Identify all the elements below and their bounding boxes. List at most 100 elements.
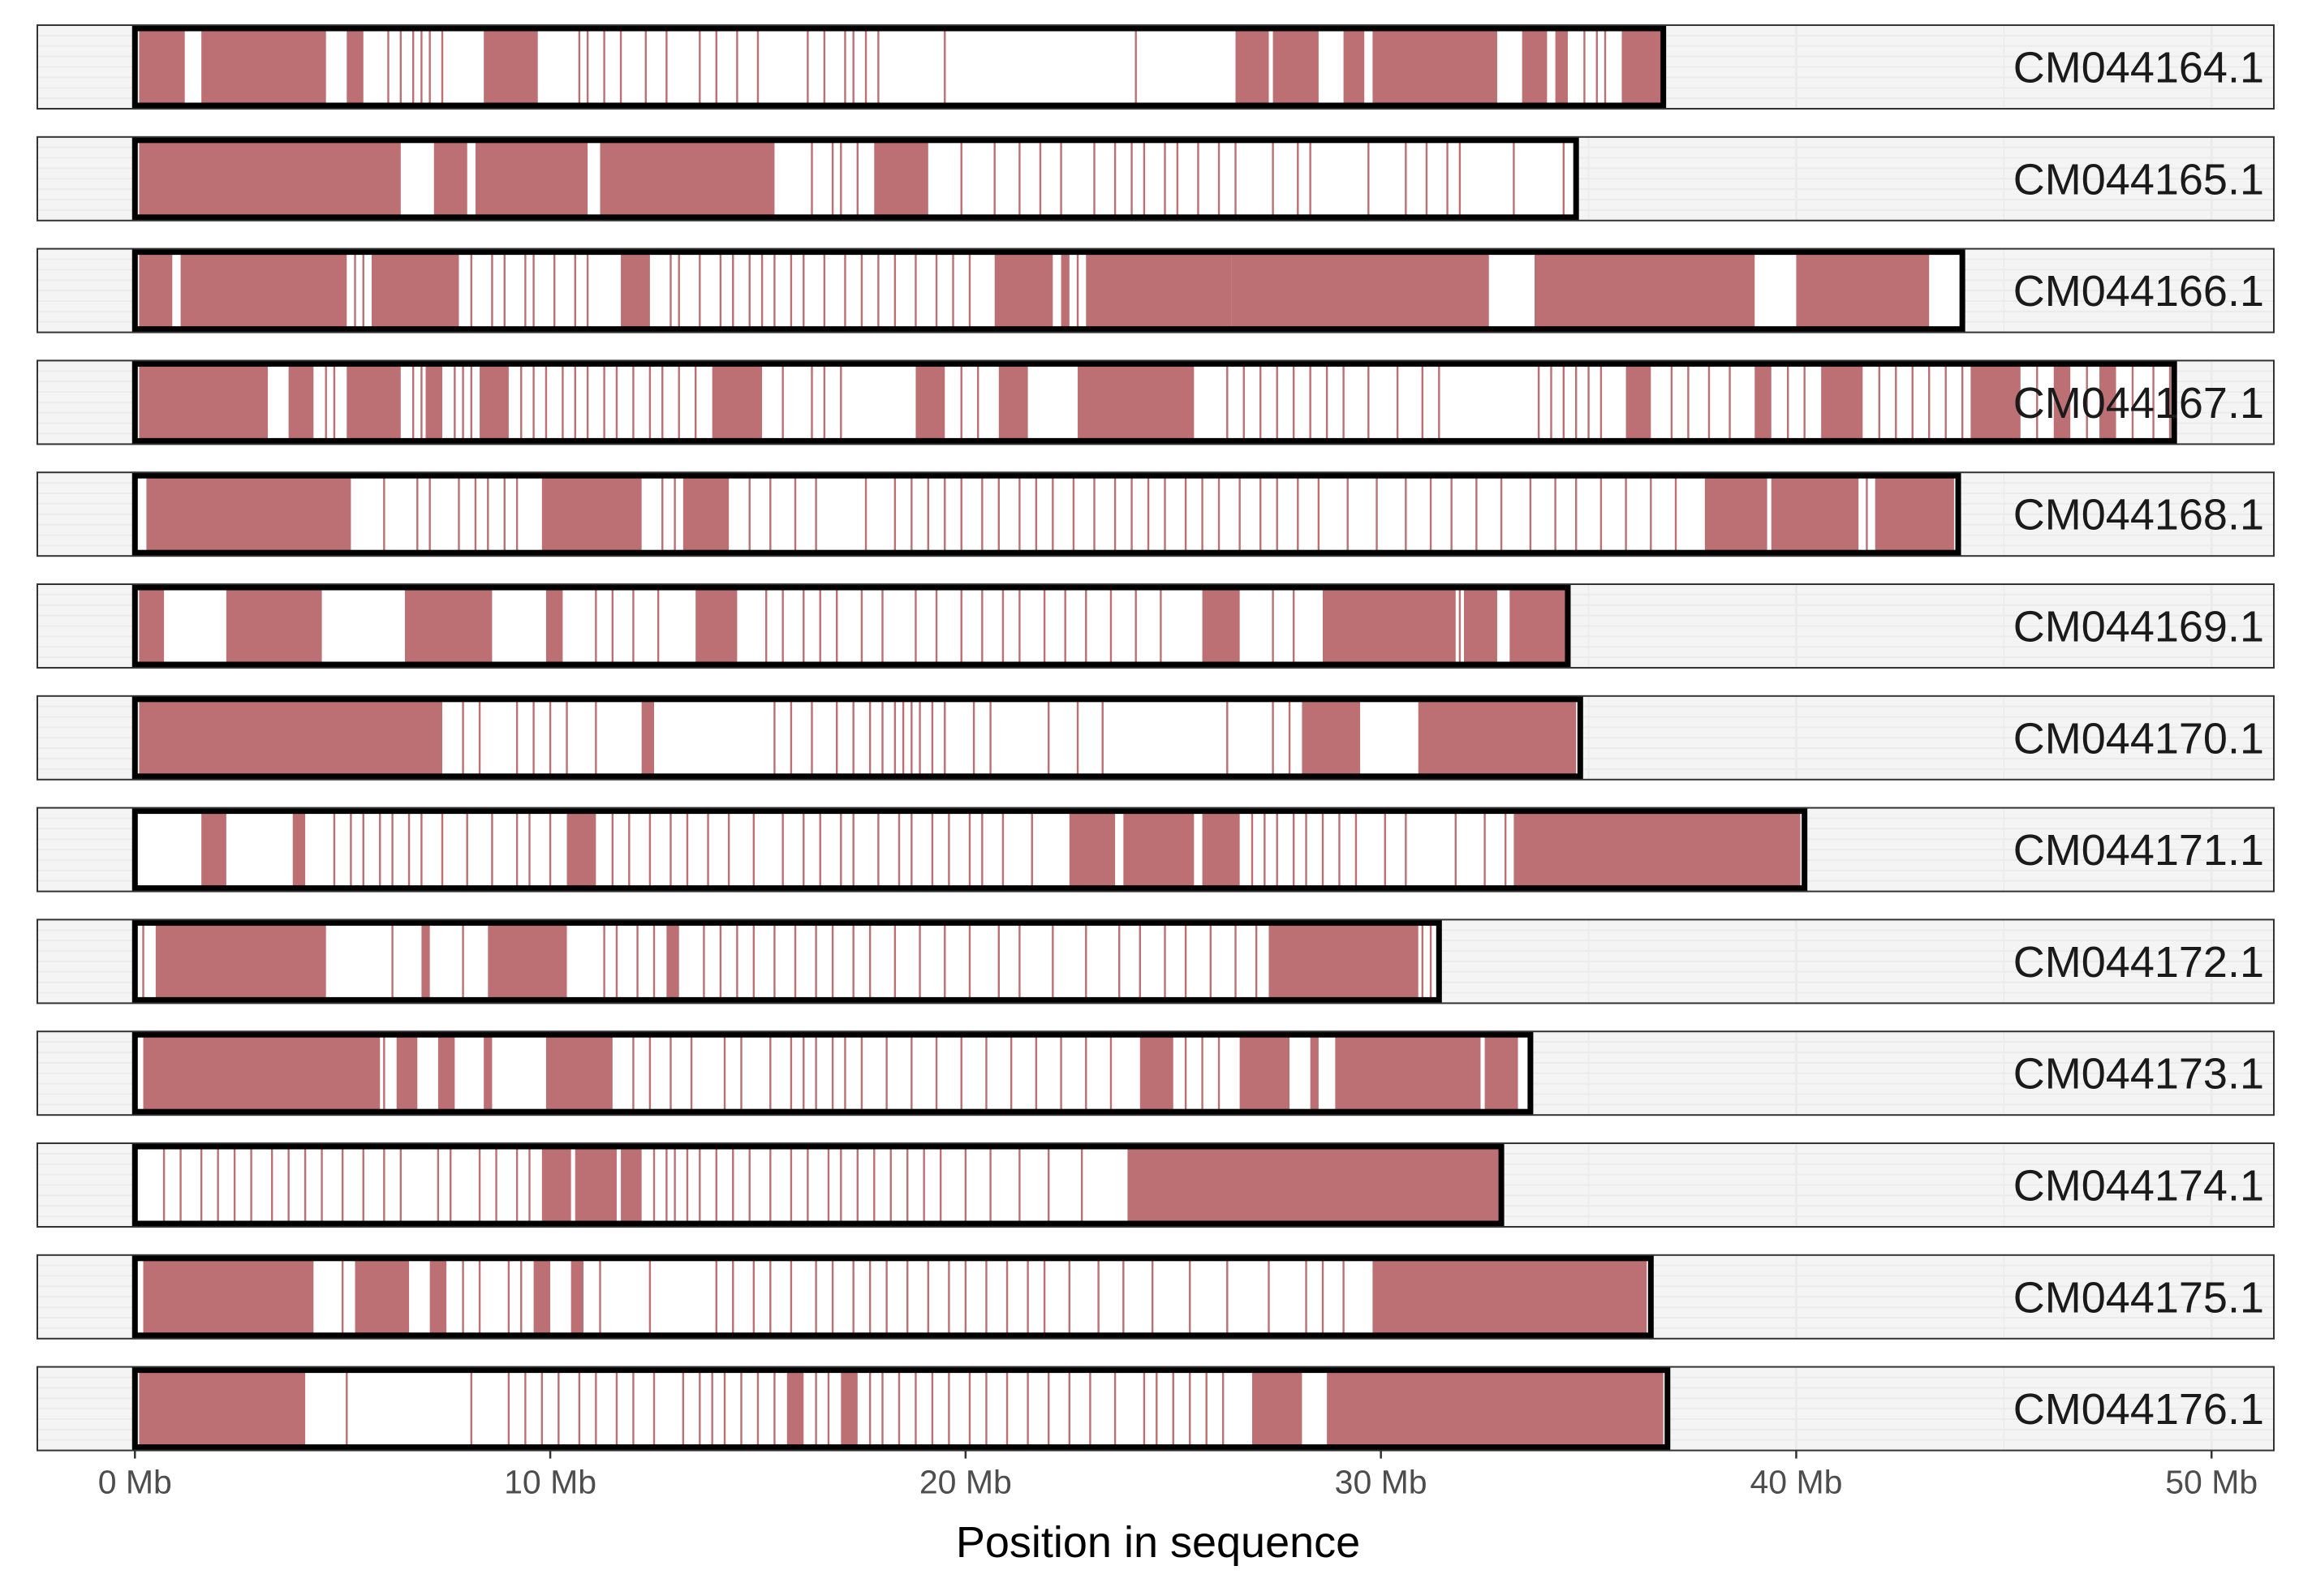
feature-line bbox=[611, 587, 614, 665]
feature-region bbox=[429, 1258, 447, 1336]
feature-line bbox=[520, 1258, 523, 1336]
feature-line bbox=[1172, 1370, 1174, 1448]
feature-line bbox=[341, 1146, 344, 1224]
feature-line bbox=[985, 1258, 988, 1336]
feature-line bbox=[503, 475, 506, 553]
feature-line bbox=[773, 1370, 776, 1448]
feature-line bbox=[1118, 923, 1121, 1000]
feature-line bbox=[1080, 1146, 1083, 1224]
feature-line bbox=[1027, 1370, 1029, 1448]
feature-region bbox=[1069, 811, 1116, 888]
feature-region bbox=[2053, 364, 2071, 441]
feature-line bbox=[715, 1258, 717, 1336]
feature-region bbox=[1231, 252, 1489, 329]
feature-line bbox=[1367, 364, 1370, 441]
feature-line bbox=[644, 28, 647, 105]
feature-line bbox=[856, 140, 859, 217]
feature-line bbox=[420, 28, 423, 105]
feature-line bbox=[840, 1146, 842, 1224]
sequence-label: CM044165.1 bbox=[2013, 155, 2264, 204]
feature-line bbox=[981, 587, 984, 665]
feature-region bbox=[1970, 364, 2021, 441]
feature-line bbox=[803, 811, 805, 888]
feature-line bbox=[919, 699, 921, 776]
feature-line bbox=[350, 811, 352, 888]
feature-line bbox=[756, 28, 760, 105]
feature-line bbox=[462, 1258, 464, 1336]
feature-line bbox=[2086, 364, 2088, 441]
x-tick-label: 0 Mb bbox=[98, 1464, 172, 1501]
feature-line bbox=[939, 1146, 942, 1224]
feature-line bbox=[540, 1370, 544, 1448]
feature-line bbox=[407, 811, 411, 888]
feature-line bbox=[931, 811, 934, 888]
feature-line bbox=[723, 1370, 726, 1448]
feature-region bbox=[1513, 811, 1801, 888]
feature-line bbox=[944, 923, 946, 1000]
feature-line bbox=[885, 1035, 888, 1112]
sequence-label: CM044170.1 bbox=[2013, 714, 2264, 763]
feature-line bbox=[1197, 140, 1199, 217]
feature-line bbox=[1305, 1258, 1307, 1336]
feature-line bbox=[844, 1035, 846, 1112]
feature-line bbox=[1944, 364, 1947, 441]
sequence-panel: CM044171.1 bbox=[37, 807, 2275, 893]
feature-line bbox=[399, 1146, 403, 1224]
feature-line bbox=[1085, 587, 1087, 665]
panel-border bbox=[37, 1030, 2275, 1116]
feature-line bbox=[1205, 1370, 1208, 1448]
feature-line bbox=[868, 1370, 872, 1448]
feature-line bbox=[844, 252, 846, 329]
feature-line bbox=[1707, 364, 1711, 441]
feature-region bbox=[570, 1258, 584, 1336]
sequence-outline bbox=[131, 25, 1667, 109]
feature-line bbox=[586, 364, 589, 441]
feature-line bbox=[2168, 364, 2172, 441]
feature-line bbox=[960, 364, 962, 441]
feature-line bbox=[1001, 811, 1005, 888]
feature-line bbox=[1429, 475, 1432, 553]
feature-line bbox=[1164, 475, 1166, 553]
feature-line bbox=[1238, 475, 1241, 553]
feature-line bbox=[981, 811, 984, 888]
feature-line bbox=[1405, 140, 1407, 217]
feature-line bbox=[1421, 364, 1424, 441]
feature-line bbox=[1305, 811, 1307, 888]
feature-line bbox=[985, 1370, 988, 1448]
feature-line bbox=[665, 1146, 668, 1224]
feature-line bbox=[1446, 140, 1449, 217]
sequence-panel: CM044168.1 bbox=[37, 471, 2275, 557]
feature-line bbox=[906, 1258, 909, 1336]
feature-line bbox=[1018, 923, 1021, 1000]
feature-line bbox=[752, 923, 756, 1000]
feature-region bbox=[600, 140, 775, 217]
feature-line bbox=[162, 1146, 166, 1224]
feature-line bbox=[341, 1258, 344, 1336]
feature-region bbox=[396, 1035, 418, 1112]
feature-line bbox=[981, 475, 984, 553]
feature-line bbox=[1421, 923, 1424, 1000]
sequence-label: CM044176.1 bbox=[2013, 1385, 2264, 1434]
feature-line bbox=[1562, 140, 1565, 217]
feature-region bbox=[347, 364, 401, 441]
feature-line bbox=[927, 1258, 929, 1336]
feature-line bbox=[1226, 699, 1229, 776]
feature-line bbox=[470, 252, 473, 329]
feature-line bbox=[1217, 1035, 1221, 1112]
feature-line bbox=[985, 1035, 988, 1112]
feature-line bbox=[881, 1370, 884, 1448]
feature-line bbox=[462, 364, 464, 441]
feature-line bbox=[1184, 475, 1187, 553]
feature-line bbox=[1234, 923, 1237, 1000]
feature-line bbox=[1292, 811, 1295, 888]
feature-line bbox=[898, 811, 901, 888]
feature-line bbox=[1109, 587, 1113, 665]
feature-line bbox=[454, 364, 456, 441]
feature-line bbox=[304, 1146, 307, 1224]
feature-line bbox=[1060, 140, 1062, 217]
feature-line bbox=[1060, 1035, 1062, 1112]
feature-region bbox=[201, 28, 326, 105]
feature-line bbox=[1048, 699, 1050, 776]
feature-line bbox=[478, 699, 481, 776]
feature-line bbox=[1005, 1258, 1009, 1336]
